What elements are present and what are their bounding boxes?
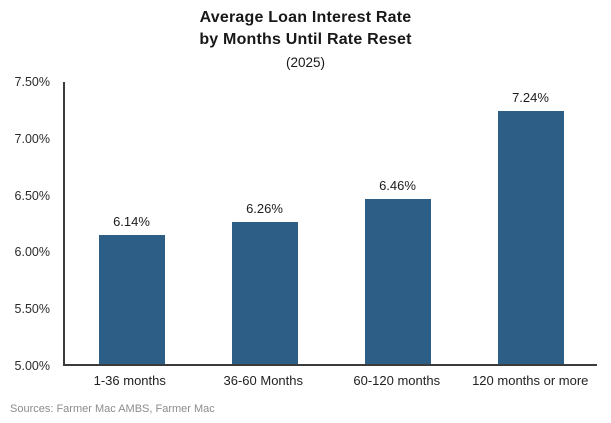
bar-value-label: 6.14% — [113, 214, 150, 230]
bar-value-label: 6.46% — [379, 178, 416, 194]
x-axis-tick-label: 1-36 months — [93, 373, 166, 388]
chart-title-line-1: Average Loan Interest Rate — [199, 9, 412, 26]
x-axis-tick-label: 36-60 Months — [223, 373, 304, 388]
bar-value-label: 7.24% — [512, 90, 549, 106]
y-axis-tick-label: 6.50% — [14, 188, 50, 203]
bar-group: 6.26% — [198, 82, 331, 364]
bar-group: 7.24% — [464, 82, 597, 364]
bar — [98, 235, 165, 364]
y-axis-tick-label: 5.00% — [14, 359, 50, 373]
bar — [497, 111, 564, 364]
plot-area: 6.14% 6.26% 6.46% 7.24% — [63, 82, 597, 366]
x-axis: 1-36 months 36-60 Months 60-120 months 1… — [63, 373, 597, 388]
bar-group: 6.46% — [331, 82, 464, 364]
chart-title-line-2: by Months Until Rate Reset — [199, 31, 412, 48]
bar — [231, 221, 298, 364]
chart-title-block: Average Loan Interest Rate by Months Unt… — [0, 7, 611, 74]
y-axis-tick-label: 7.50% — [14, 75, 50, 89]
x-axis-tick-label: 120 months or more — [472, 373, 589, 388]
bar — [364, 199, 431, 364]
x-axis-tick-label: 60-120 months — [353, 373, 441, 388]
source-note: Sources: Farmer Mac AMBS, Farmer Mac — [10, 403, 215, 415]
y-axis: 7.50% 7.00% 6.50% 6.00% 5.50% 5.00% — [0, 75, 50, 373]
y-axis-tick-label: 6.00% — [14, 245, 50, 260]
bar-value-label: 6.26% — [246, 200, 283, 216]
y-axis-tick-label: 7.00% — [14, 131, 50, 146]
y-axis-tick-label: 5.50% — [14, 302, 50, 317]
chart-subtitle: (2025) — [285, 55, 326, 70]
bar-group: 6.14% — [65, 82, 198, 364]
